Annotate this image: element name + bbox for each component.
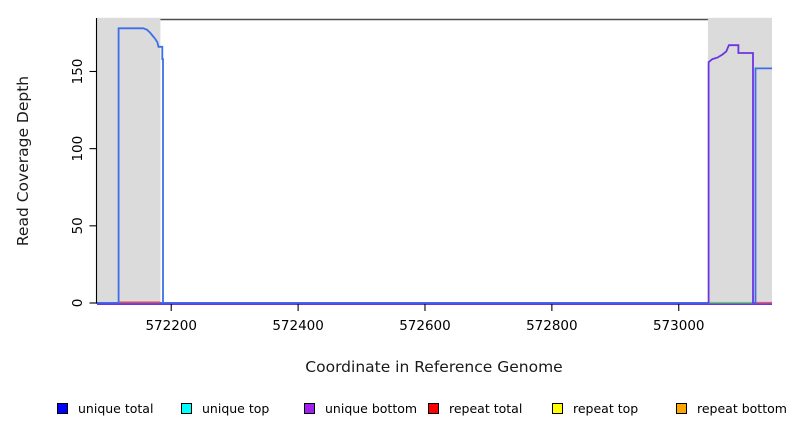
legend-item-unique-top: unique top [181, 398, 269, 418]
legend-item-repeat-total: repeat total [428, 398, 522, 418]
y-tick-label: 50 [70, 217, 86, 234]
legend-label: repeat top [573, 400, 639, 416]
legend-label: unique top [202, 400, 270, 416]
legend-item-repeat-top: repeat top [552, 398, 638, 418]
y-tick-label: 0 [70, 299, 86, 308]
legend-label: repeat bottom [697, 400, 787, 416]
x-tick-label: 572600 [399, 318, 451, 334]
legend-swatch-repeat-total [428, 402, 439, 414]
legend-swatch-repeat-bottom [676, 402, 687, 414]
legend-label: unique total [78, 400, 154, 416]
series-lines [97, 27, 772, 306]
legend-label: repeat total [449, 400, 523, 416]
highlight-regions [97, 17, 772, 304]
y-tick-label: 100 [70, 136, 86, 162]
x-axis-title: Coordinate in Reference Genome [305, 358, 562, 376]
legend-swatch-unique-total [57, 402, 68, 414]
right-gray-region [707, 17, 772, 304]
x-tick-label: 573000 [653, 318, 705, 334]
legend-swatch-unique-top [181, 402, 192, 414]
x-tick-label: 572800 [526, 318, 578, 334]
x-tick-label: 572200 [145, 318, 197, 334]
y-axis-title: Read Coverage Depth [14, 76, 32, 246]
legend-item-unique-bottom: unique bottom [304, 398, 417, 418]
legend: unique total unique top unique bottom repea… [0, 398, 792, 420]
left-gray-region [97, 17, 161, 304]
series-unique-bottom-right-peak [707, 44, 754, 303]
series-unique-total-right-level [754, 67, 772, 303]
legend-swatch-repeat-top [552, 402, 563, 414]
legend-label: unique bottom [325, 400, 418, 416]
legend-swatch-unique-bottom [304, 402, 315, 414]
series-unique-total-left-peak [117, 27, 164, 303]
legend-item-unique-total: unique total [57, 398, 153, 418]
x-tick-label: 572400 [272, 318, 324, 334]
legend-item-repeat-bottom: repeat bottom [676, 398, 787, 418]
y-tick-label: 150 [70, 59, 86, 85]
axes: 572200 572400 572600 572800 573000 0 50 100 150 [70, 18, 705, 334]
